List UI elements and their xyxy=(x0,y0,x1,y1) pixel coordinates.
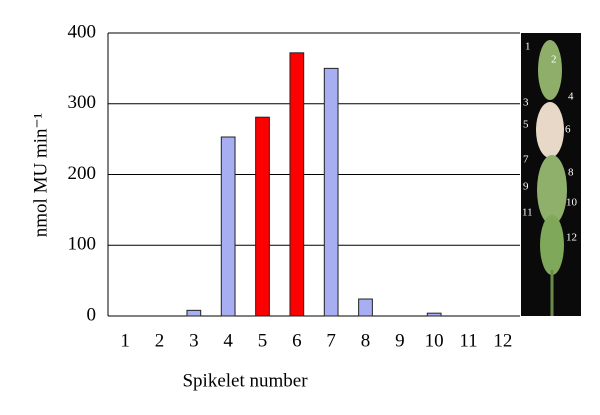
photo-label: 12 xyxy=(566,232,577,244)
x-tick-label: 2 xyxy=(155,330,165,351)
x-tick-label: 4 xyxy=(223,330,233,351)
photo-label: 1 xyxy=(525,41,531,53)
x-tick-label: 10 xyxy=(425,330,444,351)
x-tick-label: 6 xyxy=(292,330,302,351)
photo-label: 7 xyxy=(523,154,529,166)
y-axis-label: nmol MU min⁻¹ xyxy=(30,112,51,237)
bar xyxy=(255,116,270,317)
photo-label: 11 xyxy=(522,207,533,219)
x-tick-label: 12 xyxy=(493,330,512,351)
x-tick-label: 8 xyxy=(361,330,371,351)
x-tick-label: 5 xyxy=(258,330,268,351)
bar xyxy=(289,52,305,317)
y-tick-label: 100 xyxy=(68,234,97,255)
x-tick-label: 11 xyxy=(459,330,477,351)
bar xyxy=(186,309,202,317)
bar xyxy=(358,298,373,317)
x-tick-label: 7 xyxy=(326,330,336,351)
photo-label: 10 xyxy=(566,197,578,209)
y-tick-label: 400 xyxy=(68,21,97,42)
photo-label: 9 xyxy=(523,181,529,193)
photo-label: 6 xyxy=(565,124,571,136)
y-tick-label: 0 xyxy=(87,304,97,325)
x-tick-label: 1 xyxy=(120,330,130,351)
photo-label: 3 xyxy=(523,97,529,109)
photo-label: 2 xyxy=(551,54,557,66)
photo-label: 8 xyxy=(568,167,574,179)
y-tick-label: 300 xyxy=(68,92,97,113)
photo-label: 5 xyxy=(523,119,529,131)
y-tick-label: 200 xyxy=(68,163,97,184)
x-tick-label: 9 xyxy=(395,330,405,351)
bar xyxy=(426,312,442,317)
x-axis-label: Spikelet number xyxy=(182,370,308,391)
x-tick-label: 3 xyxy=(189,330,199,351)
bar xyxy=(323,67,339,317)
bar xyxy=(220,136,236,317)
photo-label: 4 xyxy=(568,91,574,103)
spike-drawing xyxy=(536,40,567,316)
